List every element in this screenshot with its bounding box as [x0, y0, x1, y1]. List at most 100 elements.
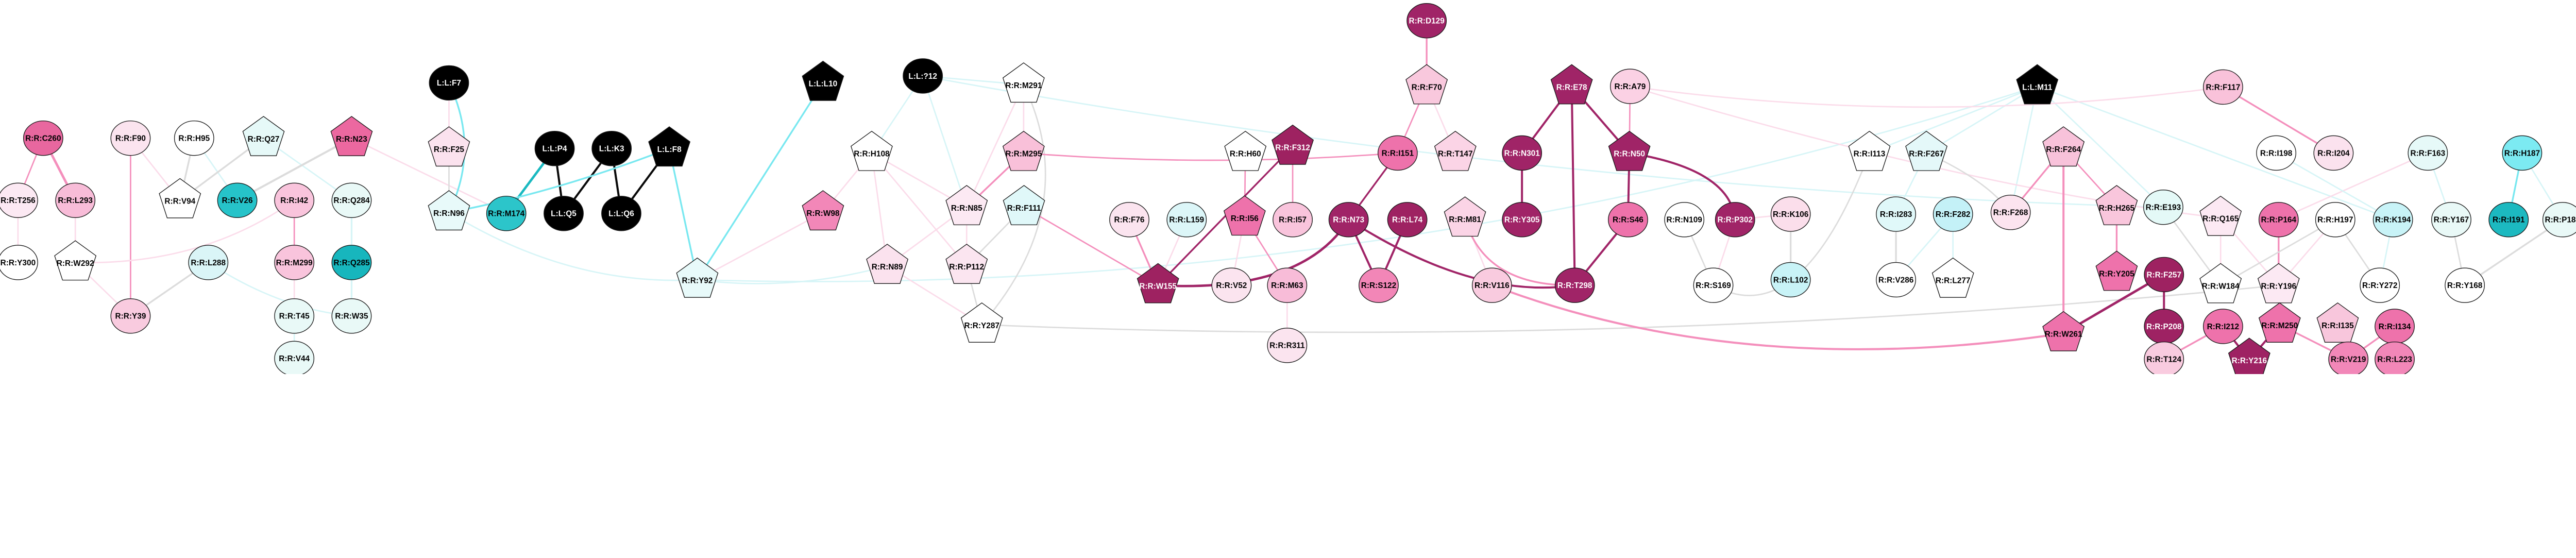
node-R:R:S122[interactable]: R:R:S122: [1359, 267, 1399, 303]
node-R:R:T147[interactable]: R:R:T147: [1434, 130, 1477, 171]
node-R:R:K106[interactable]: R:R:K106: [1770, 196, 1811, 232]
node-R:R:N89[interactable]: R:R:N89: [866, 244, 909, 284]
node-R:R:C260[interactable]: R:R:C260: [23, 120, 63, 156]
node-L:L:M11[interactable]: L:L:M11: [2016, 64, 2059, 105]
node-R:R:I204[interactable]: R:R:I204: [2313, 135, 2354, 171]
node-R:R:F312[interactable]: R:R:F312: [1272, 124, 1314, 165]
pentagon-node-shape[interactable]: [1223, 195, 1266, 236]
node-L:L:F8[interactable]: L:L:F8: [648, 126, 691, 167]
pentagon-node-shape[interactable]: [1137, 263, 1179, 303]
node-R:R:T256[interactable]: R:R:T256: [0, 182, 38, 218]
node-R:R:N23[interactable]: R:R:N23: [330, 116, 373, 156]
pentagon-node-shape[interactable]: [1848, 130, 1891, 171]
ellipse-node-shape[interactable]: [2144, 257, 2184, 293]
node-R:R:N96[interactable]: R:R:N96: [428, 190, 470, 231]
ellipse-node-shape[interactable]: [1359, 267, 1399, 303]
node-R:R:V52[interactable]: R:R:V52: [1211, 267, 1252, 303]
ellipse-node-shape[interactable]: [2328, 341, 2369, 374]
node-R:R:M81[interactable]: R:R:M81: [1444, 196, 1486, 237]
ellipse-node-shape[interactable]: [331, 298, 372, 334]
ellipse-node-shape[interactable]: [1211, 267, 1252, 303]
ellipse-node-shape[interactable]: [1990, 195, 2031, 230]
pentagon-node-shape[interactable]: [1002, 62, 1045, 103]
node-L:L:Q6[interactable]: L:L:Q6: [601, 196, 641, 231]
node-L:L:P4[interactable]: L:L:P4: [534, 131, 575, 166]
pentagon-node-shape[interactable]: [648, 126, 691, 167]
node-R:R:I198[interactable]: R:R:I198: [2256, 135, 2296, 171]
node-R:R:M295[interactable]: R:R:M295: [1002, 130, 1045, 171]
node-R:R:I42[interactable]: R:R:I42: [274, 182, 315, 218]
ellipse-node-shape[interactable]: [1693, 267, 1734, 303]
node-R:R:Q285[interactable]: R:R:Q285: [331, 245, 372, 280]
node-R:R:H95[interactable]: R:R:H95: [174, 120, 214, 156]
node-R:R:I135[interactable]: R:R:I135: [2316, 302, 2359, 343]
ellipse-node-shape[interactable]: [217, 182, 258, 218]
ellipse-node-shape[interactable]: [1610, 69, 1650, 104]
ellipse-node-shape[interactable]: [1166, 202, 1207, 238]
ellipse-node-shape[interactable]: [1406, 3, 1447, 39]
node-R:R:I113[interactable]: R:R:I113: [1848, 130, 1891, 171]
node-R:R:F163[interactable]: R:R:F163: [2408, 135, 2448, 171]
pentagon-node-shape[interactable]: [802, 60, 844, 101]
ellipse-node-shape[interactable]: [55, 182, 96, 218]
node-R:R:M299[interactable]: R:R:M299: [274, 245, 315, 280]
ellipse-node-shape[interactable]: [1273, 202, 1313, 238]
node-L:L:F7[interactable]: L:L:F7: [429, 65, 469, 101]
node-R:R:I134[interactable]: R:R:I134: [2375, 309, 2415, 344]
pentagon-node-shape[interactable]: [159, 178, 201, 218]
ellipse-node-shape[interactable]: [903, 58, 943, 94]
pentagon-node-shape[interactable]: [330, 116, 373, 156]
ellipse-node-shape[interactable]: [1664, 202, 1705, 238]
ellipse-node-shape[interactable]: [0, 182, 38, 218]
node-R:R:W184[interactable]: R:R:W184: [2199, 263, 2242, 303]
node-R:R:F76[interactable]: R:R:F76: [1109, 202, 1149, 238]
ellipse-node-shape[interactable]: [110, 298, 151, 334]
ellipse-node-shape[interactable]: [1876, 196, 1916, 232]
ellipse-node-shape[interactable]: [2431, 202, 2471, 238]
node-R:R:I151[interactable]: R:R:I151: [1377, 135, 1418, 171]
pentagon-node-shape[interactable]: [2257, 263, 2300, 303]
node-R:R:T124[interactable]: R:R:T124: [2144, 341, 2184, 374]
pentagon-node-shape[interactable]: [1444, 196, 1486, 237]
node-R:R:V219[interactable]: R:R:V219: [2328, 341, 2369, 374]
ellipse-node-shape[interactable]: [2144, 341, 2184, 374]
ellipse-node-shape[interactable]: [2360, 267, 2400, 303]
ellipse-node-shape[interactable]: [2313, 135, 2354, 171]
ellipse-node-shape[interactable]: [591, 131, 632, 166]
node-R:R:F117[interactable]: R:R:F117: [2203, 69, 2243, 105]
ellipse-node-shape[interactable]: [2203, 69, 2243, 105]
pentagon-node-shape[interactable]: [1224, 130, 1267, 171]
ellipse-node-shape[interactable]: [1770, 196, 1811, 232]
node-R:R:I56[interactable]: R:R:I56: [1223, 195, 1266, 236]
node-R:R:T298[interactable]: R:R:T298: [1554, 267, 1595, 303]
node-R:R:I191[interactable]: R:R:I191: [2488, 202, 2529, 238]
node-L:L:L10[interactable]: L:L:L10: [802, 60, 844, 101]
ellipse-node-shape[interactable]: [2143, 190, 2183, 225]
node-R:R:I283[interactable]: R:R:I283: [1876, 196, 1916, 232]
node-R:R:P164[interactable]: R:R:P164: [2258, 202, 2299, 238]
pentagon-node-shape[interactable]: [1405, 64, 1448, 105]
pentagon-node-shape[interactable]: [2316, 302, 2359, 343]
node-R:R:F264[interactable]: R:R:F264: [2042, 126, 2085, 167]
node-R:R:Q27[interactable]: R:R:Q27: [242, 116, 285, 156]
node-R:R:L277[interactable]: R:R:L277: [1931, 257, 1974, 298]
node-R:R:W98[interactable]: R:R:W98: [802, 190, 844, 231]
ellipse-node-shape[interactable]: [2375, 309, 2415, 344]
node-R:R:I212[interactable]: R:R:I212: [2203, 309, 2243, 344]
node-R:R:H197[interactable]: R:R:H197: [2315, 202, 2355, 238]
node-R:R:P208[interactable]: R:R:P208: [2144, 309, 2184, 344]
node-R:R:V26[interactable]: R:R:V26: [217, 182, 258, 218]
node-R:R:A79[interactable]: R:R:A79: [1610, 69, 1650, 104]
pentagon-node-shape[interactable]: [1002, 130, 1045, 171]
pentagon-node-shape[interactable]: [2042, 126, 2085, 167]
node-R:R:I57[interactable]: R:R:I57: [1273, 202, 1313, 238]
node-R:R:Y167[interactable]: R:R:Y167: [2431, 202, 2471, 238]
node-R:R:R311[interactable]: R:R:R311: [1267, 328, 1308, 363]
ellipse-node-shape[interactable]: [2488, 202, 2529, 238]
ellipse-node-shape[interactable]: [1267, 267, 1308, 303]
node-R:R:E78[interactable]: R:R:E78: [1550, 64, 1593, 105]
pentagon-node-shape[interactable]: [1434, 130, 1477, 171]
pentagon-node-shape[interactable]: [676, 257, 719, 298]
ellipse-node-shape[interactable]: [188, 245, 229, 280]
node-R:R:Y300[interactable]: R:R:Y300: [0, 245, 38, 280]
